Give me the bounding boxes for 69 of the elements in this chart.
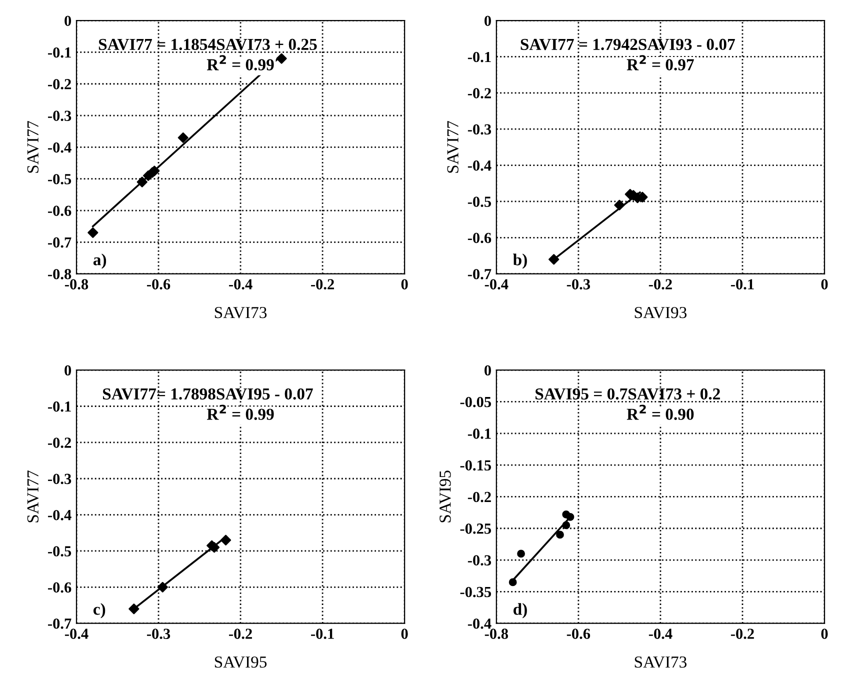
- x-axis-title: SAVI73: [214, 306, 267, 318]
- y-tick-label: -0.4: [468, 160, 492, 171]
- y-tick-label: 0: [64, 365, 72, 376]
- annotation: R$^{2}$ = 0.99: [206, 404, 274, 420]
- y-tick-label: -0.4: [48, 510, 72, 520]
- y-tick-label: -0.6: [468, 232, 492, 244]
- y-tick-label: -0.7: [468, 268, 492, 280]
- x-tick-label: 0: [821, 628, 828, 639]
- y-tick-label: -0.2: [48, 79, 71, 90]
- x-tick-label: -0.3: [566, 279, 590, 290]
- x-tick-label: -0.4: [229, 279, 252, 290]
- y-tick-label: -0.5: [48, 546, 72, 557]
- annotation: R$^{2}$ = 0.99: [206, 55, 274, 70]
- y-tick-label: -0.35: [460, 586, 492, 598]
- y-tick-label: -0.3: [468, 555, 492, 566]
- y-tick-label: -0.25: [460, 524, 492, 534]
- y-tick-label: -0.2: [48, 438, 71, 448]
- y-tick-label: -0.4: [48, 142, 72, 153]
- x-tick-label: -0.6: [566, 628, 590, 640]
- x-tick-label: -0.2: [229, 628, 252, 640]
- y-tick-label: -0.2: [468, 492, 491, 502]
- y-tick-label: 0: [64, 16, 72, 26]
- y-axis-title: SAVI95: [440, 470, 451, 522]
- annotation: SAVI77 = 1.7942SAVI93 - 0.07: [520, 38, 735, 50]
- y-tick-label: -0.5: [468, 196, 492, 207]
- x-tick-label: 0: [821, 279, 828, 290]
- y-tick-label: -0.6: [48, 206, 72, 216]
- x-tick-label: -0.3: [146, 628, 170, 640]
- y-tick-label: -0.6: [48, 582, 72, 593]
- annotation: a): [93, 254, 106, 269]
- annotation: SAVI77= 1.7898SAVI95 - 0.07: [102, 388, 313, 400]
- y-tick-label: -0.1: [48, 401, 71, 412]
- y-tick-label: -0.1: [468, 52, 491, 62]
- y-tick-label: -0.3: [48, 474, 72, 484]
- x-tick-label: 0: [401, 279, 408, 290]
- y-tick-label: -0.1: [468, 428, 491, 439]
- annotation: b): [513, 254, 527, 269]
- annotation: R$^{2}$ = 0.90: [626, 404, 694, 420]
- y-tick-label: -0.05: [460, 396, 492, 408]
- x-tick-label: -0.2: [648, 279, 672, 290]
- y-tick-label: -0.7: [48, 618, 72, 629]
- x-tick-label: -0.1: [730, 279, 754, 290]
- x-tick-label: -0.6: [146, 279, 170, 290]
- annotation: SAVI77 = 1.1854SAVI73 + 0.25: [98, 38, 317, 50]
- x-axis-title: SAVI93: [634, 306, 687, 318]
- x-tick-label: 0: [401, 628, 408, 639]
- y-axis-title: SAVI77: [27, 120, 39, 173]
- x-tick-label: -0.1: [311, 628, 334, 640]
- y-tick-label: -0.4: [468, 618, 492, 629]
- y-tick-label: 0: [484, 365, 491, 376]
- annotation: SAVI95 = 0.7SAVI73 + 0.2: [536, 388, 720, 400]
- y-axis-title: SAVI77: [27, 470, 39, 522]
- annotation: d): [514, 603, 527, 618]
- y-tick-label: 0: [484, 16, 491, 26]
- x-axis-title: SAVI95: [214, 656, 267, 668]
- y-tick-label: -0.1: [48, 47, 71, 58]
- y-tick-label: -0.8: [48, 268, 72, 280]
- y-tick-label: -0.2: [468, 88, 491, 98]
- x-tick-label: -0.2: [730, 628, 754, 640]
- annotation: c): [93, 603, 106, 618]
- x-tick-label: -0.2: [311, 279, 334, 290]
- x-tick-label: -0.4: [648, 628, 672, 640]
- x-axis-title: SAVI73: [634, 656, 687, 668]
- y-tick-label: -0.7: [48, 237, 72, 248]
- y-tick-label: -0.3: [48, 110, 72, 122]
- y-tick-label: -0.3: [468, 124, 492, 135]
- y-tick-label: -0.15: [460, 460, 492, 471]
- y-tick-label: -0.5: [48, 174, 72, 184]
- y-axis-title: SAVI77: [447, 120, 459, 173]
